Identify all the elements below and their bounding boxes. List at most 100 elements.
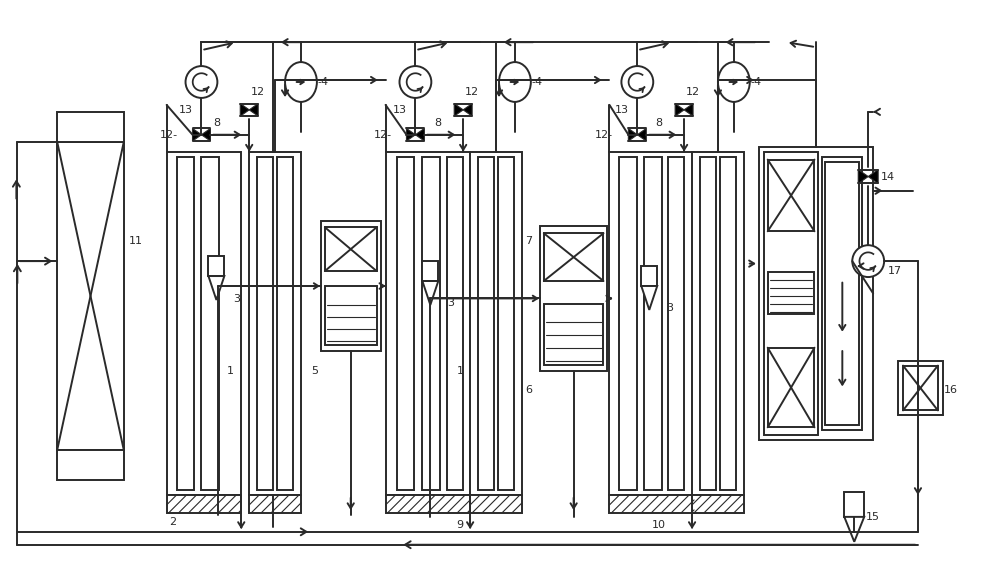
Bar (700, 156, 716, 490)
Bar (540, 226, 607, 371)
Text: 3: 3 (666, 303, 673, 313)
Ellipse shape (285, 62, 317, 102)
Text: 12-: 12- (373, 130, 392, 140)
Bar (768, 348, 814, 427)
Bar (764, 152, 818, 435)
Polygon shape (406, 128, 415, 141)
Polygon shape (463, 103, 472, 116)
Polygon shape (844, 517, 864, 542)
Ellipse shape (499, 62, 531, 102)
Bar (177, 156, 194, 490)
Bar (768, 160, 814, 231)
Bar (822, 156, 862, 431)
Text: 9: 9 (457, 520, 464, 530)
Bar (249, 495, 301, 513)
Bar (386, 152, 470, 495)
Text: 12-: 12- (159, 130, 178, 140)
Polygon shape (628, 128, 637, 141)
Text: 13: 13 (179, 105, 193, 115)
Polygon shape (641, 286, 657, 310)
Bar (325, 227, 377, 271)
Bar (167, 152, 241, 495)
Polygon shape (675, 103, 684, 116)
Bar (544, 234, 603, 281)
Text: 5: 5 (311, 365, 318, 376)
Bar (609, 152, 694, 495)
Bar (720, 156, 736, 490)
Bar (768, 272, 814, 314)
Polygon shape (249, 103, 258, 116)
Text: -4: -4 (318, 77, 329, 87)
Bar (422, 261, 438, 281)
Text: 8: 8 (656, 118, 663, 128)
Bar (208, 256, 224, 276)
Polygon shape (240, 103, 249, 116)
Text: 6: 6 (525, 385, 532, 396)
Text: 12: 12 (465, 87, 479, 97)
Bar (609, 495, 694, 513)
Bar (257, 156, 273, 490)
Bar (277, 156, 293, 490)
Circle shape (186, 66, 217, 98)
Bar (321, 222, 381, 351)
Bar (386, 495, 470, 513)
Bar (898, 361, 943, 415)
Circle shape (399, 66, 431, 98)
Bar (397, 156, 414, 490)
Text: 16: 16 (944, 385, 958, 396)
Polygon shape (637, 128, 646, 141)
Text: 12-: 12- (595, 130, 613, 140)
Bar (668, 156, 684, 490)
Text: 12: 12 (251, 87, 265, 97)
Text: 11: 11 (129, 236, 143, 246)
Text: 13: 13 (393, 105, 407, 115)
Bar (619, 156, 637, 490)
Bar (641, 266, 657, 286)
Polygon shape (193, 128, 201, 141)
Text: 14: 14 (881, 171, 895, 182)
Bar (57, 450, 124, 480)
Text: 1: 1 (457, 365, 464, 376)
Bar (325, 287, 377, 345)
Text: 8: 8 (435, 118, 442, 128)
Bar (422, 156, 440, 490)
Text: 1: 1 (226, 365, 233, 376)
Bar (498, 156, 514, 490)
Text: 15: 15 (866, 512, 880, 522)
Polygon shape (684, 103, 693, 116)
Bar (692, 495, 744, 513)
Bar (478, 156, 494, 490)
Text: 7: 7 (525, 236, 532, 246)
Polygon shape (454, 103, 463, 116)
Text: -4: -4 (532, 77, 543, 87)
Text: 17: 17 (888, 266, 902, 276)
Bar (759, 147, 873, 440)
Bar (903, 365, 938, 411)
Polygon shape (422, 281, 438, 305)
Polygon shape (208, 276, 224, 300)
Bar (844, 492, 864, 517)
Bar (167, 495, 241, 513)
Text: 3: 3 (447, 298, 454, 308)
Polygon shape (858, 170, 868, 183)
Bar (692, 152, 744, 495)
Bar (470, 495, 522, 513)
Bar (544, 304, 603, 365)
Bar (825, 162, 859, 425)
Text: 13: 13 (614, 105, 628, 115)
Circle shape (852, 245, 884, 277)
Circle shape (621, 66, 653, 98)
Text: 8: 8 (213, 118, 220, 128)
Polygon shape (201, 128, 210, 141)
Text: -4: -4 (751, 77, 762, 87)
Bar (57, 142, 124, 450)
Polygon shape (415, 128, 424, 141)
Text: 10: 10 (652, 520, 666, 530)
Bar (644, 156, 662, 490)
Bar (447, 156, 463, 490)
Polygon shape (868, 170, 878, 183)
Bar (201, 156, 219, 490)
Bar (470, 152, 522, 495)
Ellipse shape (718, 62, 750, 102)
Text: 2: 2 (170, 517, 177, 527)
